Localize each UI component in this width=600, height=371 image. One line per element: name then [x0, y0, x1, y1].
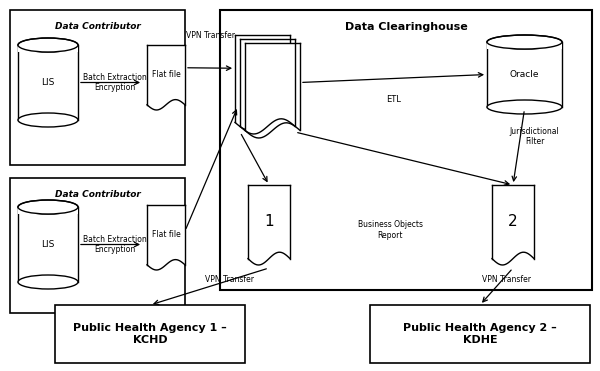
Text: VPN Transfer: VPN Transfer [482, 276, 531, 285]
Bar [220, 10, 592, 290]
Text: Flat file: Flat file [152, 70, 181, 79]
Polygon shape [240, 39, 295, 134]
Bar [18, 45, 78, 52]
Polygon shape [492, 185, 534, 265]
Ellipse shape [487, 35, 562, 49]
Ellipse shape [18, 38, 78, 52]
Text: Data Contributor: Data Contributor [55, 22, 140, 31]
Text: VPN Transfer: VPN Transfer [205, 276, 254, 285]
Ellipse shape [18, 200, 78, 214]
Bar [55, 305, 245, 363]
Bar [18, 207, 78, 214]
Text: 1: 1 [264, 213, 274, 229]
Polygon shape [248, 185, 290, 265]
Text: Oracle: Oracle [510, 70, 539, 79]
Bar [487, 42, 562, 107]
Text: Public Health Agency 1 –
KCHD: Public Health Agency 1 – KCHD [73, 323, 227, 345]
Text: Data Clearinghouse: Data Clearinghouse [344, 22, 467, 32]
Polygon shape [235, 35, 290, 130]
Text: 2: 2 [508, 213, 518, 229]
Polygon shape [245, 43, 300, 138]
Text: LIS: LIS [41, 78, 55, 87]
Text: Flat file: Flat file [152, 230, 181, 239]
Text: Batch Extraction
Encryption: Batch Extraction Encryption [83, 73, 147, 92]
Text: Data: Data [257, 73, 278, 82]
Ellipse shape [18, 113, 78, 127]
Bar [487, 42, 562, 49]
Ellipse shape [487, 100, 562, 114]
Text: ETL: ETL [386, 95, 401, 104]
Text: Data Contributor: Data Contributor [55, 190, 140, 199]
Text: LIS: LIS [41, 240, 55, 249]
Polygon shape [147, 45, 185, 110]
Text: Batch Extraction
Encryption: Batch Extraction Encryption [83, 235, 147, 254]
Bar [18, 45, 78, 120]
Text: Public Health Agency 2 –
KDHE: Public Health Agency 2 – KDHE [403, 323, 557, 345]
Text: VPN Transfer: VPN Transfer [185, 31, 235, 40]
Bar [10, 10, 185, 165]
Text: Business Objects
Report: Business Objects Report [358, 220, 422, 240]
Ellipse shape [18, 275, 78, 289]
Bar [10, 178, 185, 313]
Bar [370, 305, 590, 363]
Bar [18, 207, 78, 282]
Text: Jurisdictional
Filter: Jurisdictional Filter [509, 127, 559, 147]
Polygon shape [147, 205, 185, 270]
